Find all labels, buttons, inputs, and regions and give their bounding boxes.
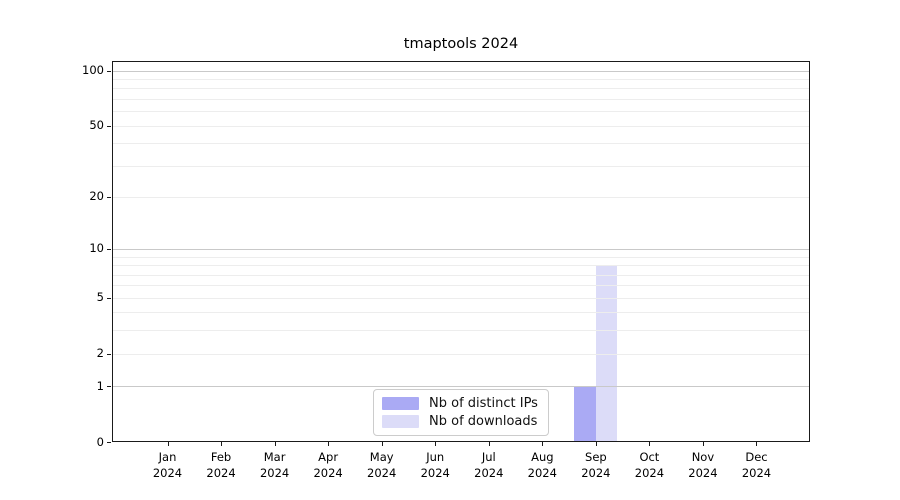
y-tick-mark — [107, 70, 111, 72]
x-tick-year: 2024 — [152, 465, 183, 480]
x-tick-mark — [649, 442, 651, 446]
y-tick-label: 5 — [96, 290, 104, 305]
y-tick-label: 10 — [89, 241, 104, 256]
x-tick-month: Apr — [318, 450, 339, 464]
gridline-minor — [112, 98, 810, 100]
legend-swatch — [382, 397, 419, 410]
x-tick-year: 2024 — [259, 465, 290, 480]
x-tick-month: Feb — [210, 450, 232, 464]
gridline-minor — [112, 125, 810, 127]
gridline-major — [112, 248, 810, 250]
x-tick-label: Oct 2024 — [617, 450, 681, 481]
x-tick-month: Dec — [745, 450, 768, 464]
gridline-major — [112, 70, 810, 72]
gridline-minor — [112, 312, 810, 314]
x-tick-month: Sep — [585, 450, 607, 464]
x-tick-mark — [274, 442, 276, 446]
x-tick-label: Jan 2024 — [136, 450, 200, 481]
x-tick-year: 2024 — [634, 465, 665, 480]
gridline-minor — [112, 274, 810, 276]
gridline-minor — [112, 285, 810, 287]
x-tick-label: Aug 2024 — [510, 450, 574, 481]
x-tick-mark — [488, 442, 490, 446]
legend-swatch — [382, 415, 419, 428]
x-tick-year: 2024 — [367, 465, 397, 480]
x-tick-label: May 2024 — [350, 450, 414, 481]
x-tick-label: Nov 2024 — [671, 450, 735, 481]
y-tick-mark — [107, 297, 111, 299]
x-tick-label: Sep 2024 — [564, 450, 628, 481]
gridline-minor — [112, 353, 810, 355]
x-tick-year: 2024 — [474, 465, 504, 480]
gridline-minor — [112, 265, 810, 267]
x-tick-year: 2024 — [581, 465, 611, 480]
legend-row: Nb of distinct IPs — [382, 396, 538, 411]
x-tick-month: Nov — [691, 450, 715, 464]
y-tick-label: 0 — [96, 434, 104, 449]
x-tick-mark — [435, 442, 437, 446]
y-tick-mark — [107, 386, 111, 388]
bar-distinct-ips — [574, 386, 596, 442]
x-tick-mark — [221, 442, 223, 446]
y-tick-mark — [107, 353, 111, 355]
chart-title: tmaptools 2024 — [403, 36, 519, 52]
x-tick-label: Jul 2024 — [457, 450, 521, 481]
y-tick-mark — [107, 125, 111, 127]
gridline-minor — [112, 88, 810, 90]
y-tick-label: 50 — [89, 118, 104, 132]
x-tick-label: Jun 2024 — [403, 450, 467, 481]
x-tick-mark — [756, 442, 758, 446]
x-tick-mark — [542, 442, 544, 446]
bar-downloads — [595, 265, 618, 442]
x-tick-year: 2024 — [420, 465, 450, 480]
legend-row: Nb of downloads — [382, 414, 538, 429]
y-tick-label: 1 — [96, 378, 104, 393]
gridline-minor — [112, 143, 810, 145]
x-tick-year: 2024 — [527, 465, 557, 480]
y-tick-mark — [107, 442, 111, 443]
gridline-major — [112, 386, 810, 388]
y-tick-label: 2 — [96, 346, 104, 361]
x-tick-month: Jul — [481, 450, 496, 464]
x-tick-label: Feb 2024 — [189, 450, 253, 481]
x-tick-year: 2024 — [688, 465, 718, 480]
gridline-minor — [112, 196, 810, 198]
y-tick-mark — [107, 248, 111, 250]
y-tick-label: 20 — [89, 189, 104, 204]
x-tick-mark — [702, 442, 704, 446]
gridline-minor — [112, 78, 810, 80]
x-tick-mark — [328, 442, 330, 446]
gridline-minor — [112, 111, 810, 113]
x-tick-label: Mar 2024 — [243, 450, 307, 481]
y-tick-mark — [107, 196, 111, 198]
legend-label: Nb of distinct IPs — [429, 396, 538, 411]
x-tick-month: Jan — [158, 450, 177, 464]
x-tick-year: 2024 — [206, 465, 236, 480]
y-tick-label: 100 — [82, 63, 104, 77]
x-tick-mark — [167, 442, 169, 446]
legend-label: Nb of downloads — [429, 414, 538, 429]
x-tick-month: Jun — [426, 450, 445, 464]
x-tick-month: Mar — [263, 450, 286, 464]
x-tick-month: Aug — [531, 450, 554, 464]
gridline-minor — [112, 297, 810, 299]
gridline-minor — [112, 256, 810, 258]
plot-area — [112, 61, 810, 442]
x-tick-mark — [381, 442, 383, 446]
gridline-minor — [112, 165, 810, 167]
x-tick-label: Dec 2024 — [724, 450, 788, 481]
x-tick-month: May — [369, 450, 394, 464]
x-tick-mark — [595, 442, 597, 446]
gridline-minor — [112, 330, 810, 332]
x-tick-label: Apr 2024 — [296, 450, 360, 481]
x-tick-year: 2024 — [741, 465, 772, 480]
legend: Nb of distinct IPs Nb of downloads — [373, 389, 549, 436]
x-tick-year: 2024 — [313, 465, 343, 480]
x-tick-month: Oct — [639, 450, 660, 464]
